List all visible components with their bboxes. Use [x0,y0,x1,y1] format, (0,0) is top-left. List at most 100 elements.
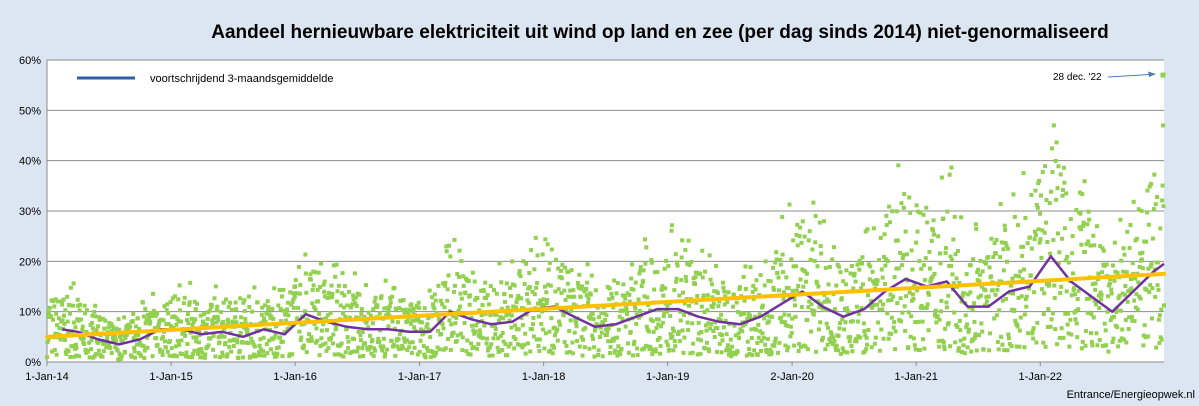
daily-point [547,260,552,265]
daily-point [339,353,344,358]
daily-point [93,303,98,308]
daily-point [223,341,228,346]
daily-point [943,326,948,331]
daily-point [789,257,794,262]
daily-point [724,332,729,337]
daily-point [704,328,709,333]
daily-point [416,300,421,305]
daily-point [97,317,102,322]
daily-point [1014,344,1019,349]
daily-point [734,300,739,305]
daily-point [915,229,920,234]
y-tick-label: 10% [19,307,41,319]
daily-point [427,288,432,293]
daily-point [653,347,658,352]
daily-point [617,314,622,319]
daily-point [995,339,1000,344]
daily-point [468,352,473,357]
daily-point [234,320,239,325]
daily-point [430,295,435,300]
daily-point [498,315,503,320]
daily-point [154,336,159,341]
daily-point [402,310,407,315]
daily-point [471,345,476,350]
daily-point [832,339,837,344]
daily-point [1040,228,1045,233]
daily-point [1022,312,1027,317]
daily-point [202,355,207,360]
daily-point [976,295,981,300]
daily-point [656,317,661,322]
daily-point [951,237,956,242]
daily-point [55,332,60,337]
daily-point [721,285,726,290]
daily-point [68,354,73,359]
daily-point [1133,276,1138,281]
daily-point [828,330,833,335]
daily-point [155,342,160,347]
daily-point [970,307,975,312]
daily-point [139,354,144,359]
daily-point [623,296,628,301]
daily-point [641,268,646,273]
daily-point [1111,263,1116,268]
daily-point [548,283,553,288]
daily-point [608,339,613,344]
daily-point [151,308,156,313]
daily-point [1038,237,1043,242]
daily-point [671,329,676,334]
daily-point [143,321,148,326]
daily-point [1136,280,1141,285]
daily-point [187,302,192,307]
daily-point [238,296,243,301]
daily-point [865,227,870,232]
daily-point [89,347,94,352]
daily-point [1084,242,1089,247]
daily-point [980,329,985,334]
daily-point [422,306,427,311]
daily-point [298,282,303,287]
daily-point [133,355,138,360]
daily-point [627,299,632,304]
daily-point [633,306,638,311]
daily-point [720,338,725,343]
daily-point [632,339,637,344]
daily-point [612,278,617,283]
daily-point [1144,210,1149,215]
daily-point [1001,268,1006,273]
daily-point [927,292,932,297]
daily-point [1094,224,1099,229]
daily-point [877,307,882,312]
daily-point [582,345,587,350]
daily-point [987,348,992,353]
daily-point [480,336,485,341]
daily-point [780,215,785,220]
daily-point [1132,298,1137,303]
daily-point [1058,290,1063,295]
daily-point [826,282,831,287]
daily-point [396,320,401,325]
daily-point [505,353,510,358]
daily-point [842,349,847,354]
daily-point [624,307,629,312]
daily-point [626,350,631,355]
daily-point [949,264,954,269]
daily-point [991,254,996,259]
daily-point [545,242,550,247]
daily-point [625,341,630,346]
daily-point [1041,340,1046,345]
daily-point [321,322,326,327]
daily-point [486,348,491,353]
daily-point [839,296,844,301]
daily-point [712,335,717,340]
daily-point [659,324,664,329]
x-tick-label: 2-Jan-20 [770,371,813,383]
daily-point [406,311,411,316]
daily-point [799,240,804,245]
daily-point [452,283,457,288]
daily-point [90,326,95,331]
daily-point [443,346,448,351]
daily-point [534,285,539,290]
daily-point [204,322,209,327]
daily-point [569,294,574,299]
